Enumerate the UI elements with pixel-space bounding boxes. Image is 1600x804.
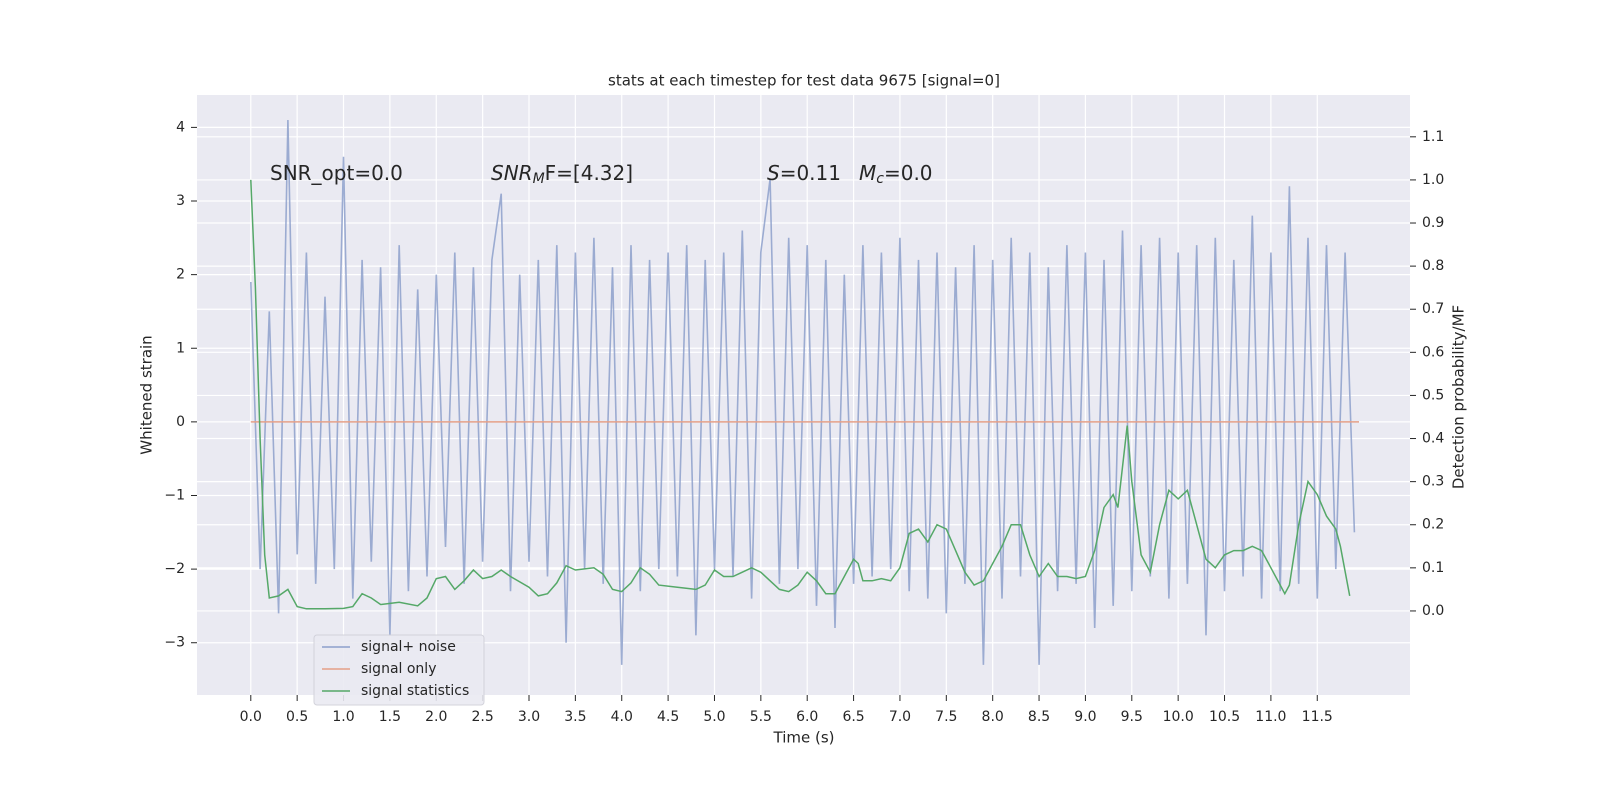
y-tick-label: −2: [164, 561, 185, 577]
legend-box: [313, 634, 485, 706]
annotation: S=0.11: [767, 161, 841, 185]
chart-title: stats at each timestep for test data 967…: [608, 72, 1000, 90]
y2-tick-label: 1.1: [1422, 129, 1444, 145]
y2-tick-label: 0.3: [1422, 474, 1444, 490]
y-tick-label: 1: [176, 340, 185, 356]
x-tick-label: 2.0: [425, 709, 447, 725]
annotation-rest: F=[4.32]: [545, 161, 633, 185]
x-tick-label: 9.0: [1074, 709, 1096, 725]
annotation-main: M: [859, 161, 876, 185]
y2-tick-label: 0.1: [1422, 560, 1444, 576]
legend-label: signal only: [361, 661, 436, 677]
annotations: SNR_opt=0.0 SNRMF=[4.32] S=0.11 Mc=0.0: [270, 161, 933, 188]
y2-axis-label: Detection probability/MF: [1450, 305, 1468, 489]
axes: 0.0 0.5 1.0 1.5 2.0 2.5 3.0 3.5 4.0 4.5 5.0 5.5 6.0 6…: [164, 119, 1444, 725]
x-tick-label: 5.5: [750, 709, 772, 725]
legend: signal+ noise signal only signal statistic…: [313, 634, 485, 706]
x-axis-label: Time (s): [773, 729, 835, 747]
y-tick-label: −1: [164, 487, 185, 503]
y2-tick-label: 0.2: [1422, 517, 1444, 533]
y2-tick-label: 0.9: [1422, 215, 1444, 231]
x-tick-label: 7.5: [935, 709, 957, 725]
x-tick-label: 4.5: [657, 709, 679, 725]
x-tick-label: 8.0: [982, 709, 1004, 725]
annotation-sub: c: [876, 171, 884, 187]
y2-tick-label: 0.5: [1422, 387, 1444, 403]
x-tick-label: 5.0: [703, 709, 725, 725]
y-tick-label: 3: [176, 193, 185, 209]
x-tick-label: 3.0: [518, 709, 540, 725]
series-line: [250, 179, 1351, 610]
legend-label: signal+ noise: [361, 639, 456, 655]
x-tick-label: 3.5: [564, 709, 586, 725]
annotation-main: SNR_opt=0.0: [270, 161, 403, 185]
x-tick-label: 11.5: [1302, 709, 1333, 725]
y2-tick-label: 1.0: [1422, 172, 1444, 188]
series-line: [250, 119, 1356, 665]
x-tick-label: 1.5: [379, 709, 401, 725]
annotation-rest: =0.11: [780, 161, 841, 185]
y2-tick-label: 0.4: [1422, 431, 1444, 447]
y-tick-label: 4: [176, 119, 185, 135]
y2-tick-label: 0.6: [1422, 344, 1444, 360]
y2-tick-label: 0.0: [1422, 603, 1444, 619]
x-tick-label: 9.5: [1121, 709, 1143, 725]
annotation-sub: M: [533, 171, 545, 187]
x-tick-label: 7.0: [889, 709, 911, 725]
x-tick-label: 1.0: [332, 709, 354, 725]
annotation-main: S: [767, 161, 780, 185]
y2-tick-label: 0.8: [1422, 258, 1444, 274]
x-tick-label: 10.0: [1163, 709, 1194, 725]
x-tick-label: 6.5: [842, 709, 864, 725]
y-tick-label: 0: [176, 414, 185, 430]
x-tick-label: 10.5: [1209, 709, 1240, 725]
x-tick-label: 0.5: [286, 709, 308, 725]
marks: [250, 119, 1359, 665]
annotation-rest: =0.0: [884, 161, 933, 185]
x-tick-label: 4.0: [611, 709, 633, 725]
annotation: SNRMF=[4.32]: [491, 161, 633, 188]
x-tick-label: 0.0: [240, 709, 262, 725]
x-tick-label: 11.0: [1255, 709, 1286, 725]
x-tick-label: 6.0: [796, 709, 818, 725]
x-tick-label: 8.5: [1028, 709, 1050, 725]
annotation-main: SNR: [491, 161, 533, 185]
y2-tick-label: 0.7: [1422, 301, 1444, 317]
annotation: SNR_opt=0.0: [270, 161, 403, 185]
y-tick-label: 2: [176, 267, 185, 283]
legend-label: signal statistics: [361, 683, 469, 699]
annotation: Mc=0.0: [859, 161, 933, 188]
x-tick-label: 2.5: [471, 709, 493, 725]
y-axis-label: Whitened strain: [138, 335, 156, 454]
y-tick-label: −3: [164, 635, 185, 651]
